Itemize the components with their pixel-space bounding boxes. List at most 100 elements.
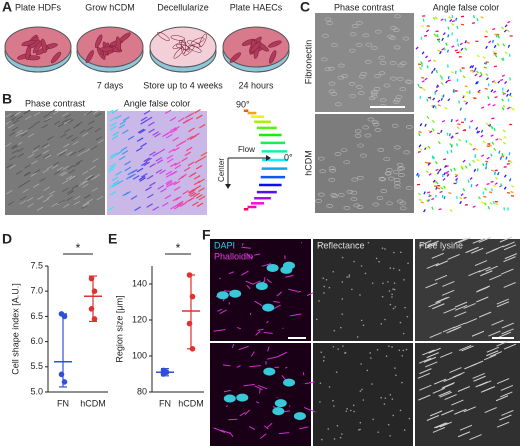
fiber xyxy=(445,80,449,84)
fiber xyxy=(458,50,462,54)
fiber xyxy=(491,39,494,43)
speckle xyxy=(349,409,352,412)
fiber xyxy=(43,144,50,149)
panel-label: F xyxy=(202,227,211,243)
actin xyxy=(254,385,263,391)
fiber xyxy=(422,349,435,356)
nucleus xyxy=(280,265,293,274)
fiber xyxy=(169,116,177,122)
fiber xyxy=(447,34,450,38)
y-tick-label: 5.5 xyxy=(30,361,43,371)
fiber xyxy=(432,179,436,183)
speckle xyxy=(345,410,348,412)
speckle xyxy=(332,345,335,348)
fiber xyxy=(140,120,147,125)
image-texture xyxy=(315,14,515,213)
fiber xyxy=(485,45,488,49)
cell xyxy=(337,193,345,197)
fiber xyxy=(67,189,74,194)
fiber xyxy=(467,179,470,183)
fiber xyxy=(500,385,514,391)
fiber xyxy=(480,270,493,277)
fiber xyxy=(188,188,196,194)
fiber xyxy=(457,386,471,392)
fiber xyxy=(475,126,479,130)
fiber xyxy=(194,185,202,190)
fiber xyxy=(482,140,486,144)
fiber xyxy=(86,110,93,115)
fiber xyxy=(23,171,31,177)
image-texture xyxy=(213,236,518,441)
cell xyxy=(356,20,363,25)
fiber xyxy=(445,42,448,46)
fiber xyxy=(82,132,89,137)
speckle xyxy=(384,248,386,250)
nucleus xyxy=(263,367,276,376)
fiber xyxy=(112,131,120,137)
fiber xyxy=(427,191,431,194)
speckle xyxy=(366,369,369,372)
fluor-image xyxy=(210,343,311,446)
fiber xyxy=(435,69,439,74)
actin xyxy=(254,300,263,307)
fiber xyxy=(175,196,182,201)
fiber xyxy=(39,177,46,182)
fiber xyxy=(440,186,444,190)
fiber xyxy=(82,202,90,208)
fiber xyxy=(474,260,488,266)
fiber xyxy=(476,296,489,303)
speckle xyxy=(341,256,344,259)
fiber xyxy=(480,129,484,133)
dish-bottom xyxy=(149,26,217,68)
fiber xyxy=(498,150,501,154)
cell xyxy=(383,157,391,162)
fiber xyxy=(433,59,437,63)
speckle xyxy=(341,298,344,300)
data-point xyxy=(61,313,68,320)
cell xyxy=(317,156,325,161)
fiber xyxy=(419,240,432,247)
cell xyxy=(331,43,338,48)
fiber xyxy=(26,197,34,202)
cell xyxy=(357,175,364,180)
fiber xyxy=(53,170,61,175)
speckle xyxy=(318,245,321,247)
fiber xyxy=(496,421,510,428)
cell xyxy=(379,61,387,65)
fiber xyxy=(47,136,54,141)
fiber xyxy=(70,151,77,156)
fiber xyxy=(480,154,485,158)
fiber xyxy=(63,143,70,148)
fiber xyxy=(148,128,155,134)
fiber xyxy=(191,201,199,207)
fiber xyxy=(489,202,493,205)
fiber xyxy=(450,168,453,172)
fiber xyxy=(502,141,507,145)
fiber xyxy=(86,198,93,204)
fiber xyxy=(439,421,453,428)
fiber xyxy=(186,117,194,122)
actin xyxy=(217,308,223,312)
actin xyxy=(222,364,231,367)
phase-image xyxy=(315,13,414,112)
fiber xyxy=(477,285,491,292)
cell xyxy=(331,194,339,199)
cell xyxy=(183,44,195,56)
cell xyxy=(403,150,410,155)
fiber xyxy=(441,409,454,416)
fiber xyxy=(16,129,23,134)
actin xyxy=(281,374,287,381)
cell xyxy=(315,199,322,203)
cell xyxy=(157,31,170,41)
cell xyxy=(324,67,332,72)
fiber xyxy=(172,196,180,202)
speckle xyxy=(332,399,334,402)
fiber xyxy=(455,132,459,135)
fiber xyxy=(464,47,468,51)
fiber xyxy=(418,132,421,137)
speckle xyxy=(398,269,401,271)
fiber xyxy=(431,128,435,132)
speckle xyxy=(377,431,380,433)
fiber xyxy=(31,160,38,165)
fiber xyxy=(76,121,83,126)
